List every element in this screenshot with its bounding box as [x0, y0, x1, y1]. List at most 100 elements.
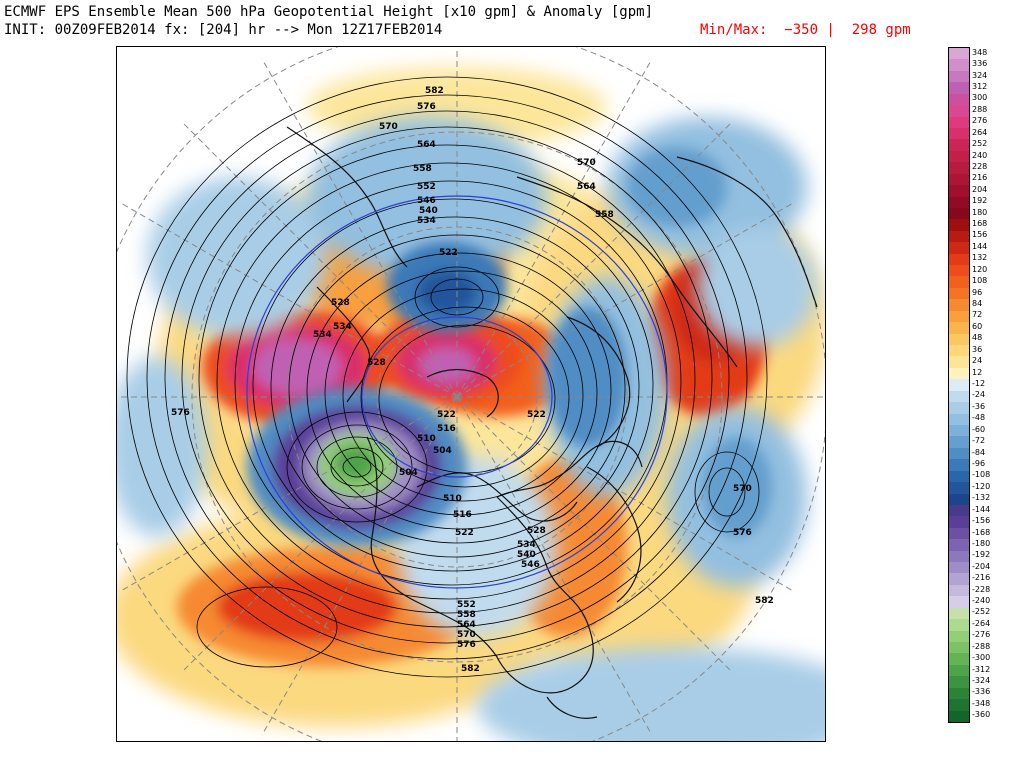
- colorbar-swatch: [949, 185, 969, 197]
- contour-label: 528: [367, 358, 386, 368]
- chart-subtitle-init-forecast: INIT: 00Z09FEB2014 fx: [204] hr --> Mon …: [4, 22, 443, 38]
- colorbar-tick-label: 156: [972, 230, 988, 240]
- colorbar-tick-label: 144: [972, 241, 988, 251]
- contour-labels: 5825765705645585525465405345225285345285…: [171, 86, 774, 674]
- colorbar-swatch: [949, 265, 969, 277]
- colorbar-tick-label: 108: [972, 276, 988, 286]
- anomaly-colorbar: [948, 47, 970, 723]
- colorbar-swatch: [949, 390, 969, 403]
- contour-label: 534: [313, 330, 332, 340]
- colorbar-tick-label: -276: [972, 630, 991, 640]
- contour-label: 582: [461, 664, 480, 674]
- colorbar-tick-label: -312: [972, 664, 991, 674]
- contour-label: 570: [733, 484, 752, 494]
- colorbar-swatch: [949, 710, 969, 723]
- colorbar-tick-label: 228: [972, 161, 988, 171]
- colorbar-swatch: [949, 619, 969, 632]
- contour-label: 582: [755, 596, 774, 606]
- colorbar-tick-label: -48: [972, 413, 986, 423]
- colorbar-swatch: [949, 607, 969, 620]
- colorbar-swatch: [949, 367, 969, 380]
- colorbar-tick-label: 240: [972, 150, 988, 160]
- colorbar-tick-label: -336: [972, 687, 991, 697]
- colorbar-swatch: [949, 242, 969, 255]
- contour-label: 564: [577, 182, 596, 192]
- colorbar-swatch: [949, 584, 969, 597]
- contour-label: 552: [457, 600, 476, 610]
- colorbar-swatch: [949, 630, 969, 643]
- colorbar-swatch: [949, 470, 969, 483]
- colorbar-tick-label: -264: [972, 618, 991, 628]
- contour-label: 522: [437, 410, 456, 420]
- min-max-readout: Min/Max: −350 | 298 gpm: [700, 22, 911, 38]
- contour-label: 510: [443, 494, 462, 504]
- colorbar-swatch: [949, 504, 969, 517]
- contour-label: 546: [417, 196, 436, 206]
- colorbar-tick-label: 168: [972, 219, 988, 229]
- colorbar-swatch: [949, 516, 969, 529]
- colorbar-swatch: [949, 664, 969, 677]
- colorbar-tick-label: 60: [972, 321, 983, 331]
- colorbar-tick-label: 300: [972, 93, 988, 103]
- colorbar-swatch: [949, 116, 969, 129]
- highlighted-contours: [246, 195, 668, 589]
- colorbar-tick-label: 336: [972, 59, 988, 69]
- contour-label: 546: [521, 560, 540, 570]
- colorbar-tick-label: 312: [972, 81, 988, 91]
- colorbar-tick-label: 24: [972, 356, 983, 366]
- colorbar-tick-label: -324: [972, 676, 991, 686]
- colorbar-swatch: [949, 687, 969, 700]
- colorbar-swatch: [949, 230, 969, 243]
- colorbar-tick-label: -228: [972, 584, 991, 594]
- colorbar-swatch: [949, 196, 969, 209]
- colorbar-tick-label: 276: [972, 116, 988, 126]
- colorbar-swatch: [949, 356, 969, 369]
- colorbar-tick-label: -240: [972, 596, 991, 606]
- colorbar-tick-label: 348: [972, 47, 988, 57]
- polar-stereographic-map: 582 576 570 564 558 552 546 540 534 522 528 534 528 5…: [116, 46, 826, 742]
- colorbar-swatch: [949, 322, 969, 335]
- colorbar-tick-label: 216: [972, 173, 988, 183]
- colorbar-swatch: [949, 653, 969, 666]
- chart-title: ECMWF EPS Ensemble Mean 500 hPa Geopoten…: [4, 4, 654, 20]
- colorbar-tick-label: 36: [972, 344, 983, 354]
- colorbar-tick-label: 48: [972, 333, 983, 343]
- colorbar-tick-label: 72: [972, 310, 983, 320]
- contour-label: 570: [577, 158, 596, 168]
- contour-label: 540: [517, 550, 536, 560]
- colorbar-tick-label: -72: [972, 436, 986, 446]
- contour-label: 522: [455, 528, 474, 538]
- colorbar-tick-label: -348: [972, 698, 991, 708]
- contour-label: 570: [379, 122, 398, 132]
- contour-label: 528: [527, 526, 546, 536]
- colorbar-tick-labels: 348 336 324 312 300 288 276 264 252 240 228 216 204 1…: [972, 47, 1022, 721]
- contour-label: 564: [417, 140, 436, 150]
- colorbar-tick-label: 84: [972, 299, 983, 309]
- colorbar-tick-label: 12: [972, 367, 983, 377]
- colorbar-swatch: [949, 59, 969, 72]
- colorbar-swatch: [949, 276, 969, 289]
- colorbar-swatch: [949, 447, 969, 460]
- colorbar-tick-label: 324: [972, 70, 988, 80]
- colorbar-swatch: [949, 436, 969, 449]
- height-contours: [126, 76, 768, 678]
- contour-label: 504: [433, 446, 452, 456]
- colorbar-swatch: [949, 527, 969, 540]
- colorbar-swatch: [949, 573, 969, 586]
- colorbar-tick-label: 264: [972, 127, 988, 137]
- colorbar-tick-label: -60: [972, 424, 986, 434]
- colorbar-swatch: [949, 299, 969, 312]
- colorbar-swatch: [949, 70, 969, 83]
- colorbar-swatch: [949, 333, 969, 346]
- colorbar-tick-label: -168: [972, 527, 991, 537]
- colorbar-tick-label: -96: [972, 458, 986, 468]
- colorbar-tick-label: -24: [972, 390, 986, 400]
- colorbar-tick-label: 120: [972, 264, 988, 274]
- contour-label: 534: [333, 322, 352, 332]
- contour-label: 558: [457, 610, 476, 620]
- colorbar-tick-label: -216: [972, 573, 991, 583]
- colorbar-tick-label: 192: [972, 196, 988, 206]
- colorbar-tick-label: 288: [972, 104, 988, 114]
- colorbar-tick-label: 96: [972, 287, 983, 297]
- contour-label: 516: [437, 424, 456, 434]
